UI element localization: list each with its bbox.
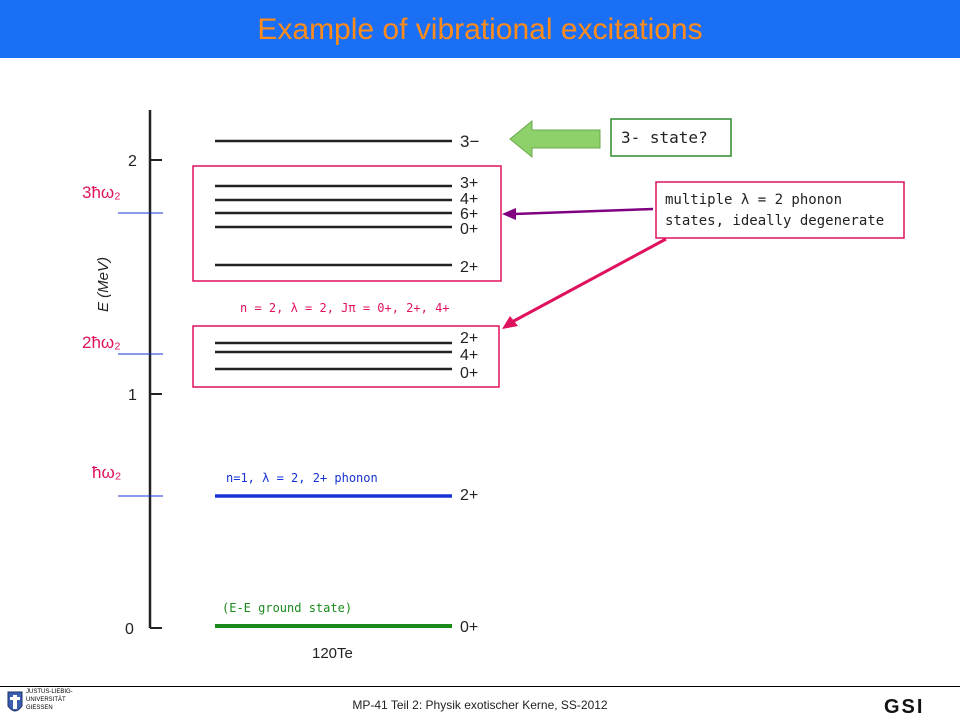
purple-arrow-line	[513, 207, 654, 216]
slide-title: Example of vibrational excitations	[257, 13, 703, 46]
level-label-0-plus: 0+	[460, 221, 478, 238]
level-label-4-plus: 4+	[460, 191, 478, 208]
purple-arrowhead-icon	[502, 208, 516, 220]
multiphonon-text-line2: states, ideally degenerate	[665, 213, 884, 229]
level-label-2-plus-mid: 2+	[460, 330, 478, 347]
magenta-arrowhead-icon	[502, 316, 518, 329]
state-question-box	[610, 118, 732, 157]
multiphonon-box	[655, 181, 905, 239]
mark-2-phonon: 2ħω₂	[82, 333, 121, 352]
uni-name-line1: JUSTUS-LIEBIG-	[26, 689, 73, 695]
level-label-2-plus-upper: 2+	[460, 259, 478, 276]
three-phonon-box	[192, 165, 502, 282]
state-question-text: 3- state?	[621, 128, 708, 147]
two-phonon-box	[192, 325, 500, 388]
level-label-4-plus-mid: 4+	[460, 347, 478, 364]
university-logo: JUSTUS-LIEBIG- UNIVERSITÄT GIESSEN	[4, 688, 144, 718]
level-label-3-minus: 3−	[460, 132, 479, 151]
n1-annotation: n=1, λ = 2, 2+ phonon	[226, 471, 378, 485]
multiphonon-text-line1: multiple λ = 2 phonon	[665, 192, 842, 208]
footer-text: MP-41 Teil 2: Physik exotischer Kerne, S…	[352, 698, 608, 712]
n2-annotation: n = 2, λ = 2, Jπ = 0+, 2+, 4+	[240, 301, 450, 315]
header-bar	[0, 0, 960, 58]
level-label-one-phonon: 2+	[460, 487, 478, 504]
level-label-0-plus-mid: 0+	[460, 365, 478, 382]
mark-3-phonon: 3ħω₂	[82, 183, 121, 202]
tick-label-2: 2	[128, 153, 137, 170]
axis-label: E (MeV)	[95, 257, 112, 312]
footer-divider	[0, 686, 960, 687]
uni-name-line3: GIESSEN	[26, 705, 53, 711]
magenta-arrow-line	[511, 237, 667, 324]
nucleus-label: 120Te	[312, 645, 353, 662]
tick-label-0: 0	[125, 621, 134, 638]
level-scheme-diagram: 2 1 0 E (MeV) 3ħω₂ 2ħω₂ ħω₂ 3− 3+ 4+ 6+ …	[82, 110, 905, 662]
mark-1-phonon: ħω₂	[92, 463, 121, 482]
level-label-6-plus: 6+	[460, 206, 478, 223]
tick-label-1: 1	[128, 387, 137, 404]
university-crest-icon	[7, 691, 23, 712]
level-label-ground: 0+	[460, 619, 478, 636]
level-label-3-plus: 3+	[460, 175, 478, 192]
uni-name-line2: UNIVERSITÄT	[26, 697, 66, 703]
ground-annotation: (E-E ground state)	[222, 601, 352, 615]
gsi-logo: GSI	[884, 696, 925, 718]
green-arrow-icon	[509, 119, 601, 159]
